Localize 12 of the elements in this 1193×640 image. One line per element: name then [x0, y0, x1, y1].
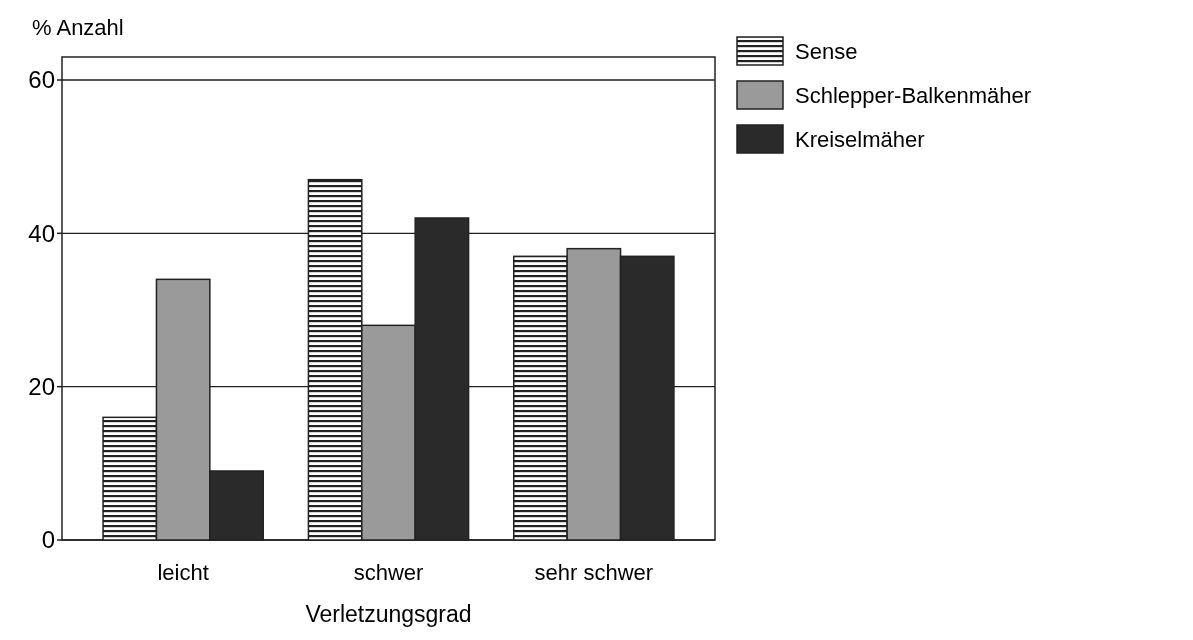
x-tick-label: leicht [157, 560, 209, 585]
y-tick-label: 0 [41, 526, 55, 554]
y-tick-label: 60 [28, 66, 55, 94]
legend-label: Schlepper-Balkenmäher [795, 82, 1032, 108]
y-tick-label: 20 [28, 373, 55, 401]
legend-label: Kreiselmäher [795, 126, 925, 152]
x-tick-label: sehr schwer [534, 560, 654, 585]
y-tick-label: 40 [28, 219, 55, 247]
y-axis-title: % Anzahl [32, 15, 124, 40]
x-axis-title: Verletzungsgrad [305, 601, 472, 627]
x-tick-label: schwer [353, 560, 424, 585]
legend-label: Sense [795, 38, 858, 64]
